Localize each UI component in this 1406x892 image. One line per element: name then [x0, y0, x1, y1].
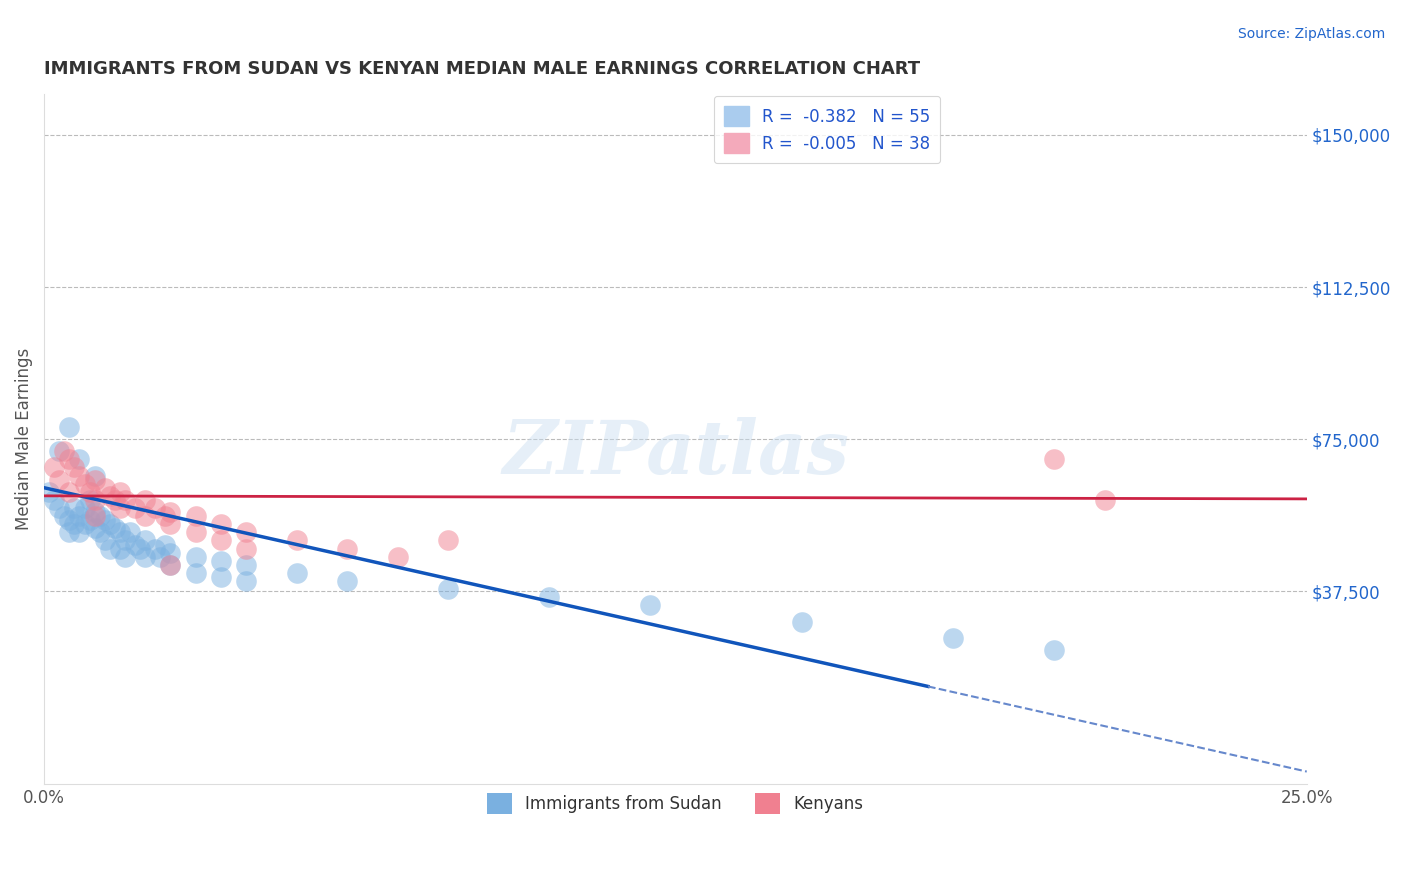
Point [437, 533, 460, 548]
Point [285, 533, 308, 548]
Point [235, 558, 257, 572]
Point [83, 521, 105, 535]
Point [38, 484, 60, 499]
Point [209, 554, 232, 568]
Point [104, 521, 127, 535]
Point [83, 492, 105, 507]
Point [83, 468, 105, 483]
Point [104, 492, 127, 507]
Point [73, 501, 96, 516]
Point [98, 541, 121, 556]
Legend: Immigrants from Sudan, Kenyans: Immigrants from Sudan, Kenyans [477, 783, 873, 823]
Point [124, 537, 146, 551]
Point [184, 549, 207, 564]
Point [79, 484, 101, 499]
Point [209, 533, 232, 548]
Point [79, 513, 101, 527]
Point [69, 509, 91, 524]
Point [108, 525, 131, 540]
Point [124, 501, 146, 516]
Point [48, 473, 70, 487]
Point [1043, 643, 1066, 657]
Point [155, 509, 177, 524]
Point [44, 492, 66, 507]
Point [73, 476, 96, 491]
Point [93, 533, 115, 548]
Point [58, 452, 80, 467]
Text: ZIPatlas: ZIPatlas [502, 417, 849, 489]
Point [143, 541, 166, 556]
Point [209, 517, 232, 532]
Point [159, 558, 181, 572]
Point [942, 631, 965, 645]
Point [437, 582, 460, 596]
Point [108, 541, 131, 556]
Point [108, 484, 131, 499]
Point [538, 591, 561, 605]
Point [58, 484, 80, 499]
Point [336, 574, 359, 588]
Point [108, 501, 131, 516]
Point [159, 517, 181, 532]
Point [235, 541, 257, 556]
Point [184, 525, 207, 540]
Point [209, 570, 232, 584]
Point [134, 533, 156, 548]
Point [118, 525, 141, 540]
Point [98, 489, 121, 503]
Point [155, 537, 177, 551]
Point [134, 492, 156, 507]
Point [114, 533, 136, 548]
Point [73, 517, 96, 532]
Point [93, 513, 115, 527]
Point [638, 599, 661, 613]
Point [89, 525, 111, 540]
Point [143, 501, 166, 516]
Point [159, 546, 181, 560]
Point [44, 460, 66, 475]
Point [63, 460, 86, 475]
Point [149, 549, 172, 564]
Point [114, 549, 136, 564]
Point [63, 517, 86, 532]
Point [790, 615, 813, 629]
Point [83, 473, 105, 487]
Point [53, 509, 76, 524]
Text: IMMIGRANTS FROM SUDAN VS KENYAN MEDIAN MALE EARNINGS CORRELATION CHART: IMMIGRANTS FROM SUDAN VS KENYAN MEDIAN M… [44, 60, 921, 78]
Point [285, 566, 308, 580]
Point [93, 481, 115, 495]
Point [48, 444, 70, 458]
Point [69, 452, 91, 467]
Point [58, 525, 80, 540]
Point [79, 492, 101, 507]
Point [69, 525, 91, 540]
Point [134, 549, 156, 564]
Point [98, 517, 121, 532]
Point [63, 501, 86, 516]
Point [387, 549, 409, 564]
Point [69, 468, 91, 483]
Text: Source: ZipAtlas.com: Source: ZipAtlas.com [1237, 27, 1385, 41]
Point [134, 509, 156, 524]
Point [114, 492, 136, 507]
Point [89, 509, 111, 524]
Point [336, 541, 359, 556]
Point [48, 501, 70, 516]
Point [53, 444, 76, 458]
Point [159, 505, 181, 519]
Point [184, 566, 207, 580]
Point [129, 541, 152, 556]
Point [235, 525, 257, 540]
Point [58, 420, 80, 434]
Point [1094, 492, 1116, 507]
Point [184, 509, 207, 524]
Point [159, 558, 181, 572]
Point [83, 505, 105, 519]
Point [83, 509, 105, 524]
Point [58, 513, 80, 527]
Y-axis label: Median Male Earnings: Median Male Earnings [15, 348, 32, 530]
Point [235, 574, 257, 588]
Point [1043, 452, 1066, 467]
